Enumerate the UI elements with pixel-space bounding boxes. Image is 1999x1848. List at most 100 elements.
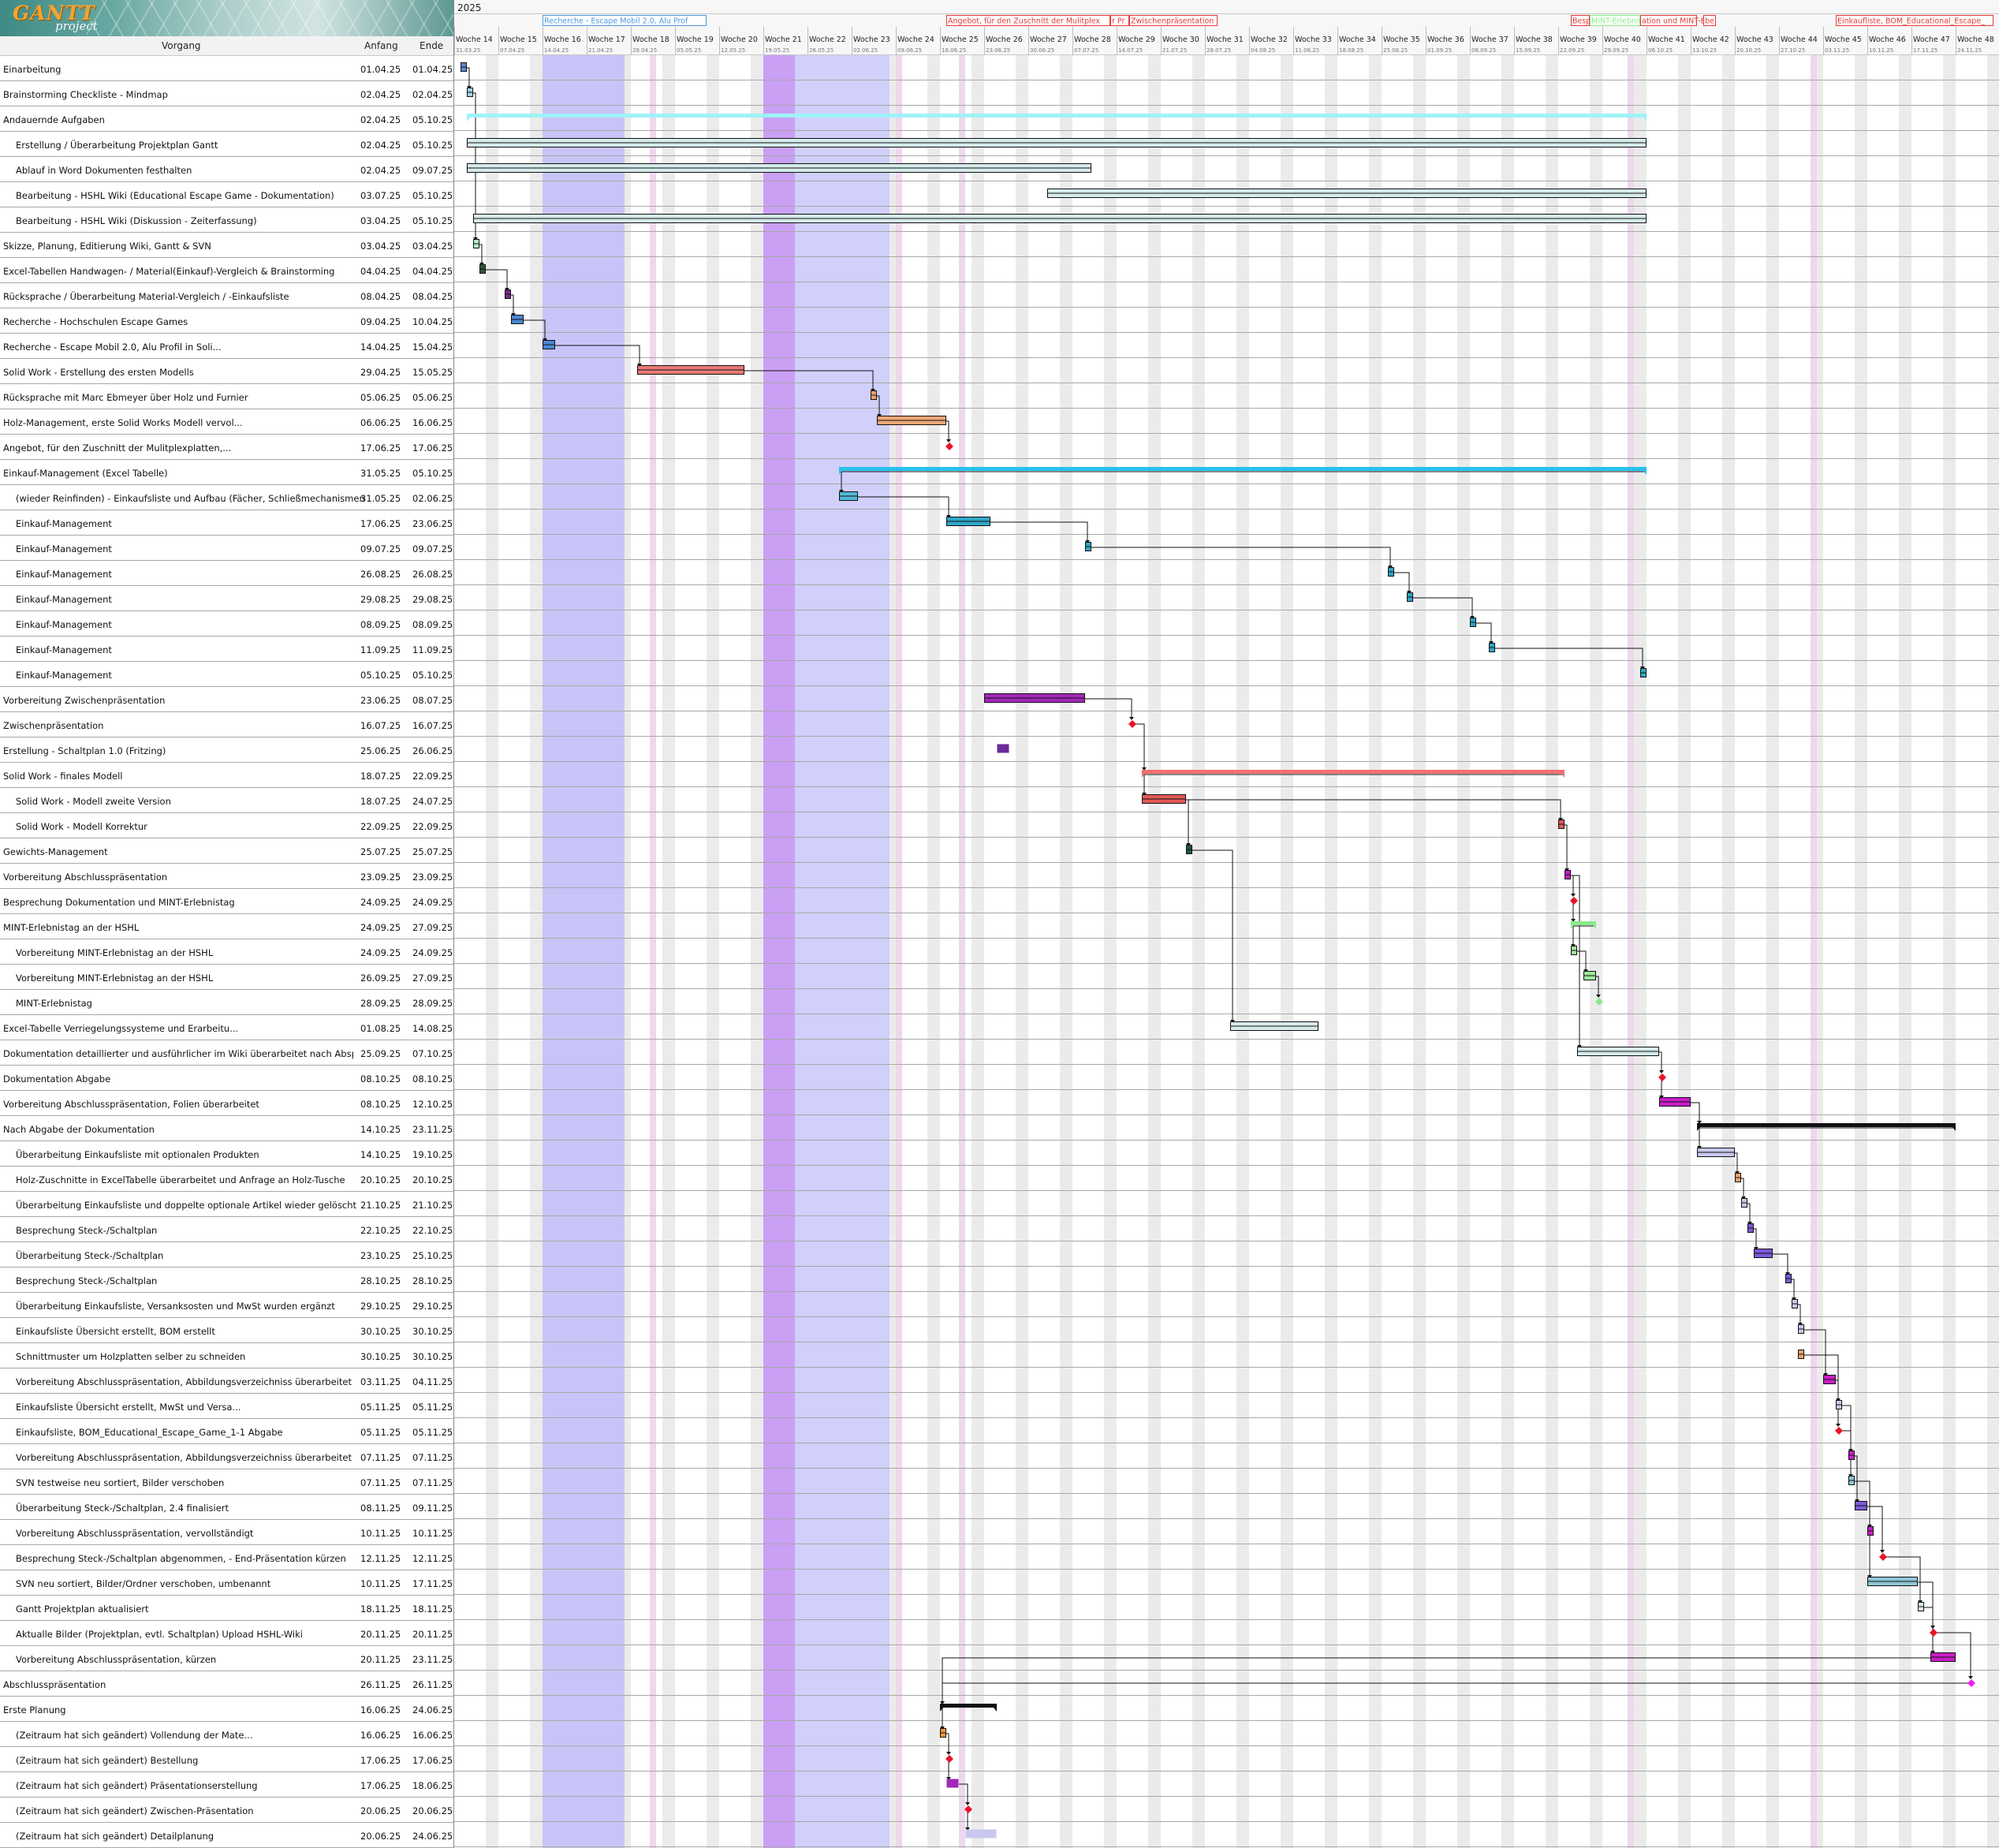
task-name[interactable]: Vorbereitung Abschlusspräsentation — [3, 872, 168, 883]
task-end[interactable]: 16.06.25 — [412, 1730, 453, 1741]
task-end[interactable]: 17.06.25 — [412, 442, 453, 454]
task-end[interactable]: 05.10.25 — [412, 468, 453, 479]
task-row[interactable]: Überarbeitung Einkaufsliste, Versanksost… — [0, 1292, 453, 1318]
task-name[interactable]: (Zeitraum hat sich geändert) Detailplanu… — [16, 1831, 214, 1842]
summary-bar[interactable] — [1571, 921, 1596, 925]
task-name[interactable]: Solid Work - finales Modell — [3, 771, 123, 782]
task-name[interactable]: Holz-Management, erste Solid Works Model… — [3, 417, 243, 428]
task-row[interactable]: Recherche - Escape Mobil 2.0, Alu Profil… — [0, 333, 453, 359]
task-name[interactable]: (Zeitraum hat sich geändert) Zwischen-Pr… — [16, 1805, 254, 1816]
task-start[interactable]: 22.09.25 — [360, 821, 401, 832]
task-row[interactable]: Einkauf-Management 26.08.25 26.08.25 — [0, 560, 453, 586]
task-end[interactable]: 04.04.25 — [412, 266, 453, 277]
task-row[interactable]: Solid Work - finales Modell 18.07.25 22.09… — [0, 762, 453, 788]
task-end[interactable]: 05.11.25 — [412, 1402, 453, 1413]
task-row[interactable]: Vorbereitung Abschlusspräsentation, Abbi… — [0, 1368, 453, 1394]
task-row[interactable]: Einkaufsliste, BOM_Educational_Escape_Ga… — [0, 1418, 453, 1444]
task-end[interactable]: 23.11.25 — [412, 1654, 453, 1665]
task-row[interactable]: Angebot, für den Zuschnitt der Mulitplex… — [0, 434, 453, 460]
task-start[interactable]: 14.10.25 — [360, 1124, 401, 1135]
task-start[interactable]: 26.11.25 — [360, 1679, 401, 1690]
task-row[interactable]: Holz-Zuschnitte in ExcelTabelle überarbe… — [0, 1166, 453, 1192]
task-row[interactable]: Besprechung Steck-/Schaltplan 28.10.25 28.… — [0, 1267, 453, 1293]
task-start[interactable]: 03.04.25 — [360, 215, 401, 226]
task-end[interactable]: 28.10.25 — [412, 1275, 453, 1286]
task-row[interactable]: Bearbeitung - HSHL Wiki (Educational Esc… — [0, 181, 453, 207]
task-name[interactable]: Besprechung Dokumentation und MINT-Erleb… — [3, 897, 235, 908]
task-name[interactable]: Erstellung - Schaltplan 1.0 (Fritzing) — [3, 745, 166, 756]
task-row[interactable]: Einkauf-Management 17.06.25 23.06.25 — [0, 510, 453, 536]
task-end[interactable]: 23.09.25 — [412, 872, 453, 883]
task-row[interactable]: Besprechung Steck-/Schaltplan 22.10.25 22.… — [0, 1216, 453, 1242]
task-end[interactable]: 12.11.25 — [412, 1553, 453, 1564]
task-row[interactable]: Einarbeitung 01.04.25 01.04.25 — [0, 55, 453, 81]
task-row[interactable]: Überarbeitung Steck-/Schaltplan, 2.4 fin… — [0, 1494, 453, 1520]
summary-bar[interactable] — [940, 1704, 997, 1708]
task-end[interactable]: 18.06.25 — [412, 1780, 453, 1791]
task-end[interactable]: 23.11.25 — [412, 1124, 453, 1135]
task-start[interactable]: 09.04.25 — [360, 316, 401, 327]
task-row[interactable]: (Zeitraum hat sich geändert) Vollendung … — [0, 1721, 453, 1747]
task-row[interactable]: MINT-Erlebnistag an der HSHL 24.09.25 27.0… — [0, 913, 453, 939]
task-row[interactable]: Recherche - Hochschulen Escape Games 09.0… — [0, 308, 453, 334]
task-name[interactable]: (Zeitraum hat sich geändert) Vollendung … — [16, 1730, 253, 1741]
task-end[interactable]: 05.10.25 — [412, 190, 453, 201]
task-row[interactable]: Gewichts-Management 25.07.25 25.07.25 — [0, 838, 453, 864]
task-end[interactable]: 15.05.25 — [412, 367, 453, 378]
task-name[interactable]: Nach Abgabe der Dokumentation — [3, 1124, 155, 1135]
task-name[interactable]: Schnittmuster um Holzplatten selber zu s… — [16, 1351, 246, 1362]
task-row[interactable]: Bearbeitung - HSHL Wiki (Diskussion - Ze… — [0, 207, 453, 233]
task-row[interactable]: SVN testweise neu sortiert, Bilder versc… — [0, 1469, 453, 1495]
task-start[interactable]: 06.06.25 — [360, 417, 401, 428]
task-row[interactable]: Rücksprache mit Marc Ebmeyer über Holz u… — [0, 383, 453, 409]
task-end[interactable]: 19.10.25 — [412, 1149, 453, 1160]
task-start[interactable]: 31.05.25 — [360, 493, 401, 504]
task-start[interactable]: 10.11.25 — [360, 1578, 401, 1589]
task-start[interactable]: 16.06.25 — [360, 1704, 401, 1715]
task-end[interactable]: 05.06.25 — [412, 392, 453, 403]
task-name[interactable]: Skizze, Planung, Editierung Wiki, Gantt … — [3, 241, 211, 252]
task-end[interactable]: 20.11.25 — [412, 1629, 453, 1640]
task-name[interactable]: (Zeitraum hat sich geändert) Bestellung — [16, 1755, 199, 1766]
task-row[interactable]: Solid Work - Modell Korrektur 22.09.25 22.… — [0, 812, 453, 838]
task-row[interactable]: Besprechung Dokumentation und MINT-Erleb… — [0, 888, 453, 914]
column-header-start[interactable]: Anfang — [364, 40, 398, 51]
summary-bar[interactable] — [1697, 1123, 1956, 1127]
task-start[interactable]: 18.07.25 — [360, 796, 401, 807]
task-start[interactable]: 29.04.25 — [360, 367, 401, 378]
task-end[interactable]: 24.09.25 — [412, 947, 453, 958]
task-start[interactable]: 18.07.25 — [360, 771, 401, 782]
task-name[interactable]: Excel-Tabellen Handwagen- / Material(Ein… — [3, 266, 335, 277]
task-end[interactable]: 08.09.25 — [412, 619, 453, 630]
task-end[interactable]: 29.08.25 — [412, 594, 453, 605]
task-name[interactable]: Vorbereitung MINT-Erlebnistag an der HSH… — [16, 973, 214, 984]
task-end[interactable]: 22.09.25 — [412, 821, 453, 832]
task-name[interactable]: Vorbereitung Abschlusspräsentation, Abbi… — [16, 1452, 352, 1463]
task-row[interactable]: Dokumentation detaillierter und ausführl… — [0, 1040, 453, 1066]
task-row[interactable]: Erstellung / Überarbeitung Projektplan G… — [0, 131, 453, 157]
task-name[interactable]: Recherche - Hochschulen Escape Games — [3, 316, 188, 327]
task-row[interactable]: Holz-Management, erste Solid Works Model… — [0, 409, 453, 435]
task-row[interactable]: Nach Abgabe der Dokumentation 14.10.25 23.… — [0, 1115, 453, 1141]
milestone-diamond[interactable] — [964, 1805, 972, 1813]
task-end[interactable]: 02.04.25 — [412, 89, 453, 100]
task-name[interactable]: Holz-Zuschnitte in ExcelTabelle überarbe… — [16, 1174, 345, 1185]
task-row[interactable]: SVN neu sortiert, Bilder/Ordner verschob… — [0, 1570, 453, 1596]
task-row[interactable]: Einkauf-Management 08.09.25 08.09.25 — [0, 610, 453, 637]
task-name[interactable]: Überarbeitung Einkaufsliste mit optional… — [16, 1149, 259, 1160]
task-start[interactable]: 24.09.25 — [360, 922, 401, 933]
task-name[interactable]: Gewichts-Management — [3, 846, 108, 857]
task-start[interactable]: 20.10.25 — [360, 1174, 401, 1185]
task-start[interactable]: 25.06.25 — [360, 745, 401, 756]
task-end[interactable]: 25.10.25 — [412, 1250, 453, 1261]
task-bar[interactable] — [946, 1779, 959, 1788]
task-start[interactable]: 17.06.25 — [360, 518, 401, 529]
task-end[interactable]: 09.07.25 — [412, 543, 453, 554]
task-end[interactable]: 14.08.25 — [412, 1023, 453, 1034]
task-bar[interactable] — [997, 744, 1009, 753]
task-row[interactable]: Überarbeitung Einkaufsliste und doppelte… — [0, 1191, 453, 1217]
task-row[interactable]: (Zeitraum hat sich geändert) Präsentatio… — [0, 1771, 453, 1798]
task-end[interactable]: 17.11.25 — [412, 1578, 453, 1589]
column-header-name[interactable]: Vorgang — [162, 40, 201, 51]
task-end[interactable]: 10.04.25 — [412, 316, 453, 327]
